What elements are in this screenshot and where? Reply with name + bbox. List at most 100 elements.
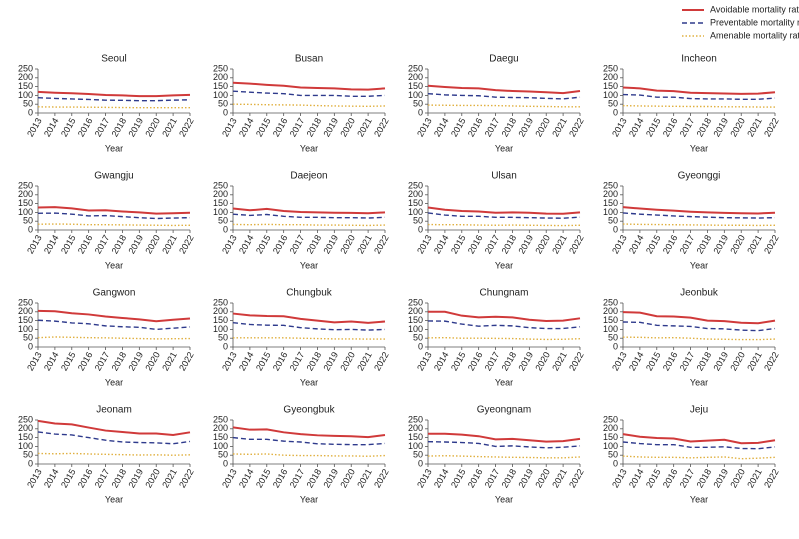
x-tick-label: 2018 <box>110 350 129 372</box>
x-axis-label: Year <box>495 377 513 387</box>
series-line <box>37 431 191 445</box>
panel-title: Daegu <box>489 54 518 65</box>
y-tick-label: 50 <box>608 99 618 109</box>
y-tick-label: 50 <box>608 450 618 460</box>
y-tick-label: 0 <box>223 341 228 351</box>
series-line <box>622 455 776 460</box>
y-tick-label: 50 <box>608 216 618 226</box>
legend-label: Preventable mortality rate <box>710 17 799 27</box>
x-tick-label: 2017 <box>678 116 697 138</box>
x-tick-label: 2016 <box>466 116 485 138</box>
y-tick-label: 200 <box>603 423 618 433</box>
x-tick-label: 2016 <box>271 467 290 489</box>
series-line <box>428 432 581 443</box>
x-tick-label: 2018 <box>695 116 714 138</box>
x-tick-label: 2021 <box>550 116 569 138</box>
x-tick-label: 2021 <box>745 467 764 489</box>
x-tick-label: 2019 <box>321 350 340 372</box>
x-tick-label: 2016 <box>661 467 680 489</box>
y-tick-label: 150 <box>408 432 423 442</box>
x-tick-label: 2021 <box>550 350 569 372</box>
panel-title: Gyeongnam <box>477 405 531 416</box>
x-tick-label: 2015 <box>449 467 468 489</box>
y-tick-label: 0 <box>418 107 423 117</box>
x-axis-label: Year <box>690 377 708 387</box>
x-tick-label: 2021 <box>355 350 374 372</box>
series-line <box>427 84 581 95</box>
x-axis-label: Year <box>690 494 708 504</box>
series-line <box>622 433 776 445</box>
series-line <box>37 206 191 215</box>
series-line <box>622 321 776 332</box>
y-tick-label: 50 <box>218 450 228 460</box>
series-line <box>37 319 191 331</box>
x-tick-label: 2016 <box>76 116 95 138</box>
y-tick-label: 100 <box>213 324 228 334</box>
x-tick-label: 2016 <box>271 116 290 138</box>
x-tick-label: 2017 <box>678 233 697 255</box>
x-tick-label: 2022 <box>177 467 196 489</box>
x-tick-label: 2021 <box>745 350 764 372</box>
y-tick-label: 200 <box>18 306 33 316</box>
series-line <box>37 212 191 220</box>
y-tick-label: 50 <box>413 333 423 343</box>
panel-title: Jeonam <box>96 405 132 416</box>
x-tick-label: 2022 <box>372 233 391 255</box>
x-tick-label: 2013 <box>220 467 239 489</box>
x-tick-label: 2022 <box>177 116 196 138</box>
x-tick-label: 2018 <box>305 467 324 489</box>
x-tick-label: 2019 <box>711 467 730 489</box>
x-axis-label: Year <box>105 143 123 153</box>
y-tick-label: 0 <box>418 341 423 351</box>
panel-title: Gyeonggi <box>678 171 721 182</box>
y-tick-label: 50 <box>23 216 33 226</box>
x-tick-label: 2017 <box>678 467 697 489</box>
y-tick-label: 0 <box>223 107 228 117</box>
x-tick-label: 2020 <box>728 350 747 372</box>
y-tick-label: 200 <box>603 306 618 316</box>
series-line <box>232 90 386 97</box>
y-tick-label: 150 <box>603 81 618 91</box>
x-tick-label: 2022 <box>177 233 196 255</box>
x-tick-label: 2020 <box>533 233 552 255</box>
series-line <box>233 337 385 340</box>
x-axis-label: Year <box>300 377 318 387</box>
x-tick-label: 2020 <box>338 233 357 255</box>
x-tick-label: 2017 <box>93 233 112 255</box>
x-tick-label: 2016 <box>661 116 680 138</box>
y-tick-label: 100 <box>213 90 228 100</box>
x-tick-label: 2017 <box>93 116 112 138</box>
x-tick-label: 2014 <box>627 467 646 489</box>
x-tick-label: 2016 <box>76 350 95 372</box>
x-tick-label: 2016 <box>466 350 485 372</box>
y-tick-label: 150 <box>18 315 33 325</box>
x-tick-label: 2020 <box>728 116 747 138</box>
x-tick-label: 2021 <box>550 233 569 255</box>
x-tick-label: 2022 <box>372 350 391 372</box>
y-tick-label: 0 <box>613 341 618 351</box>
y-tick-label: 100 <box>408 441 423 451</box>
y-tick-label: 100 <box>18 207 33 217</box>
series-line <box>232 103 386 108</box>
x-tick-label: 2022 <box>567 233 586 255</box>
x-tick-label: 2020 <box>338 350 357 372</box>
x-tick-label: 2013 <box>25 467 44 489</box>
y-tick-label: 50 <box>23 450 33 460</box>
y-tick-label: 250 <box>408 180 423 190</box>
x-tick-label: 2018 <box>305 116 324 138</box>
x-tick-label: 2014 <box>42 467 61 489</box>
x-axis-label: Year <box>495 260 513 270</box>
y-tick-label: 200 <box>408 306 423 316</box>
x-tick-label: 2013 <box>610 116 629 138</box>
x-tick-label: 2015 <box>644 467 663 489</box>
series-line <box>37 452 191 456</box>
x-tick-label: 2022 <box>762 467 781 489</box>
x-tick-label: 2020 <box>143 350 162 372</box>
x-tick-label: 2017 <box>288 350 307 372</box>
series-line <box>427 223 581 227</box>
series-line <box>427 440 581 449</box>
y-tick-label: 150 <box>18 198 33 208</box>
x-tick-label: 2017 <box>93 350 112 372</box>
x-tick-label: 2015 <box>254 467 273 489</box>
x-tick-label: 2018 <box>110 467 129 489</box>
